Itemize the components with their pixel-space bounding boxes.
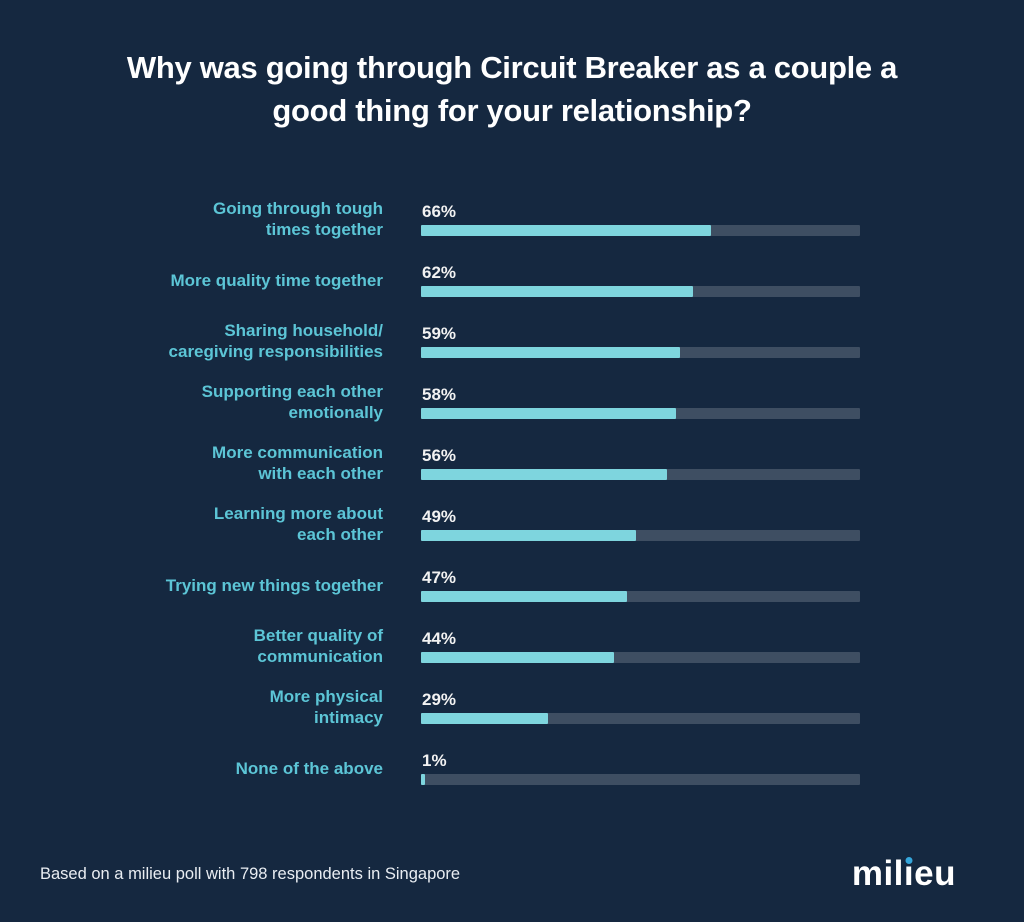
bar-fill [421, 773, 426, 785]
chart-row: None of the above 1% [40, 747, 1024, 789]
category-label: Going through tough times together [213, 199, 383, 239]
value-label: 44% [422, 628, 457, 648]
value-label: 1% [422, 750, 447, 770]
chart-row: Sharing household/ caregiving responsibi… [40, 320, 1024, 362]
bar-fill [421, 468, 667, 480]
bar-group: 62% [421, 262, 860, 297]
bar-group: 56% [421, 445, 860, 480]
bar-fill [421, 529, 637, 541]
bar-track [421, 651, 860, 663]
milieu-logo: milı eu [852, 854, 956, 894]
bar-fill [421, 346, 680, 358]
bar-group: 44% [421, 628, 860, 663]
logo-dot-icon [905, 857, 913, 864]
bar-group: 59% [421, 323, 860, 358]
category-label: More communication with each other [212, 443, 383, 483]
bar-track [421, 346, 860, 358]
bar-track [421, 712, 860, 724]
category-label: Sharing household/ caregiving responsibi… [168, 321, 383, 361]
chart-row: More quality time together 62% [40, 259, 1024, 301]
bar-group: 47% [421, 567, 860, 602]
bar-fill [421, 285, 694, 297]
bar-group: 29% [421, 689, 860, 724]
category-label: More quality time together [170, 270, 383, 290]
bar-chart: Going through tough times together 66% M… [0, 198, 1024, 789]
value-label: 29% [422, 689, 457, 709]
logo-dotted-i: ı [904, 854, 914, 894]
category-label: Better quality of communication [253, 626, 383, 666]
bar-track [421, 529, 860, 541]
chart-row: Going through tough times together 66% [40, 198, 1024, 240]
logo-text-suffix: eu [914, 854, 956, 893]
bar-track [421, 224, 860, 236]
bar-track [421, 773, 860, 785]
value-label: 58% [422, 384, 457, 404]
bar-group: 66% [421, 201, 860, 236]
value-label: 47% [422, 567, 457, 587]
logo-text-prefix: mil [851, 854, 904, 893]
bar-fill [421, 590, 628, 602]
bar-track [421, 285, 860, 297]
bar-group: 58% [421, 384, 860, 419]
chart-row: Trying new things together 47% [40, 564, 1024, 606]
bar-track [421, 590, 860, 602]
chart-row: Supporting each other emotionally 58% [40, 381, 1024, 423]
category-label: Learning more about each other [213, 504, 383, 544]
page-title: Why was going through Circuit Breaker as… [126, 50, 898, 128]
value-label: 66% [422, 201, 457, 221]
bar-group: 49% [421, 506, 860, 541]
source-note: Based on a milieu poll with 798 responde… [40, 865, 461, 883]
chart-row: More communication with each other 56% [40, 442, 1024, 484]
chart-row: Better quality of communication 44% [40, 625, 1024, 667]
bar-group: 1% [421, 750, 860, 785]
category-label: None of the above [235, 758, 383, 778]
bar-track [421, 407, 860, 419]
bar-fill [421, 224, 711, 236]
category-label: Supporting each other emotionally [201, 382, 383, 422]
chart-row: Learning more about each other 49% [40, 503, 1024, 545]
value-label: 49% [422, 506, 457, 526]
bar-fill [421, 712, 549, 724]
value-label: 56% [422, 445, 457, 465]
bar-fill [421, 651, 615, 663]
category-label: More physical intimacy [269, 687, 383, 727]
bar-track [421, 468, 860, 480]
chart-row: More physical intimacy 29% [40, 686, 1024, 728]
value-label: 62% [422, 262, 457, 282]
logo-dotless-i-glyph: ı [903, 854, 915, 893]
value-label: 59% [422, 323, 457, 343]
bar-fill [421, 407, 676, 419]
category-label: Trying new things together [165, 575, 383, 595]
